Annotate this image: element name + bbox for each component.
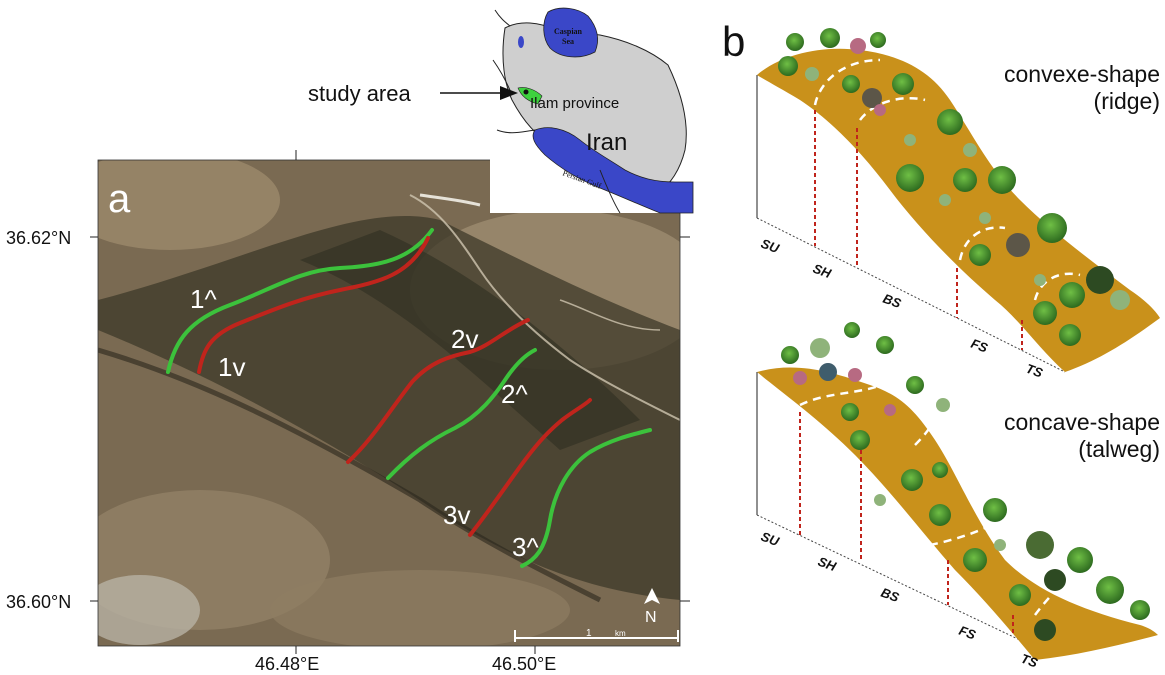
svg-text:N: N	[645, 609, 657, 626]
country-label: Iran	[586, 129, 627, 156]
convex-ridge-diagram: SU SH BS FS TS	[756, 28, 1160, 381]
label-1-ridge: 1^	[190, 284, 217, 314]
bottom-title-line2: (talweg)	[1078, 436, 1160, 462]
svg-text:km: km	[615, 629, 626, 638]
transect-3-valley	[468, 398, 592, 537]
pos-BS: BS	[881, 291, 903, 311]
transect-3-ridge	[520, 428, 652, 568]
tree-icons	[778, 28, 1130, 346]
label-1-valley: 1v	[218, 352, 245, 382]
caspian-label: Caspian Sea	[554, 27, 583, 46]
inset-map: Caspian Sea Ilam province Iran Persian Gu…	[490, 0, 694, 214]
pos-BS-bottom: BS	[879, 585, 901, 605]
panel-b-label: b	[722, 18, 745, 65]
label-2-ridge: 2^	[501, 379, 528, 409]
tree-icons-bottom	[781, 322, 1150, 641]
pos-TS: TS	[1024, 361, 1045, 381]
transect-1-ridge	[166, 228, 434, 374]
north-arrow-icon: N	[644, 588, 660, 626]
panel-a-label: a	[108, 177, 131, 221]
lat-label-top: 36.62°N	[6, 228, 71, 248]
lon-label-left: 46.48°E	[255, 654, 319, 674]
transect-1-valley	[197, 236, 430, 374]
pos-SH: SH	[811, 261, 834, 281]
pos-SU: SU	[759, 236, 782, 256]
lon-label-right: 46.50°E	[492, 654, 556, 674]
pos-TS-bottom: TS	[1019, 651, 1040, 671]
transect-lines	[166, 228, 652, 568]
top-title-line2: (ridge)	[1094, 88, 1160, 114]
bottom-title-line1: concave-shape	[1004, 409, 1160, 435]
pos-SH-bottom: SH	[816, 554, 839, 574]
top-title-line1: convexe-shape	[1004, 61, 1160, 87]
satellite-map	[90, 150, 690, 654]
transect-2-ridge	[386, 348, 537, 480]
label-3-ridge: 3^	[512, 532, 539, 562]
transect-2-valley	[346, 318, 530, 464]
label-2-valley: 2v	[451, 324, 478, 354]
lat-label-bottom: 36.60°N	[6, 592, 71, 612]
province-label: Ilam province	[530, 95, 619, 112]
pos-FS-bottom: FS	[957, 623, 978, 643]
study-area-pointer: study area	[308, 81, 518, 106]
svg-text:1: 1	[586, 628, 592, 639]
pos-FS: FS	[969, 336, 990, 356]
concave-talweg-diagram: SU SH BS FS TS	[756, 322, 1158, 671]
label-3-valley: 3v	[443, 500, 470, 530]
pos-SU-bottom: SU	[759, 529, 782, 549]
svg-text:study area: study area	[308, 81, 411, 106]
scale-bar: 1 km	[514, 628, 679, 642]
